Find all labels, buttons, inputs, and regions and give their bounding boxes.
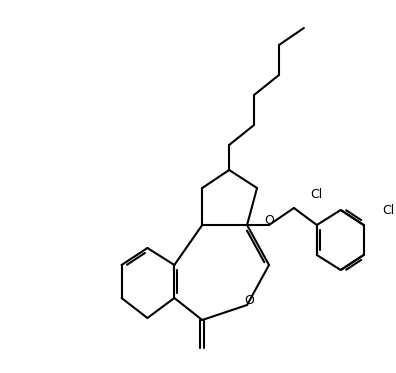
Text: Cl: Cl — [383, 204, 395, 216]
Text: O: O — [244, 294, 254, 307]
Text: Cl: Cl — [311, 188, 323, 201]
Text: O: O — [264, 214, 274, 227]
